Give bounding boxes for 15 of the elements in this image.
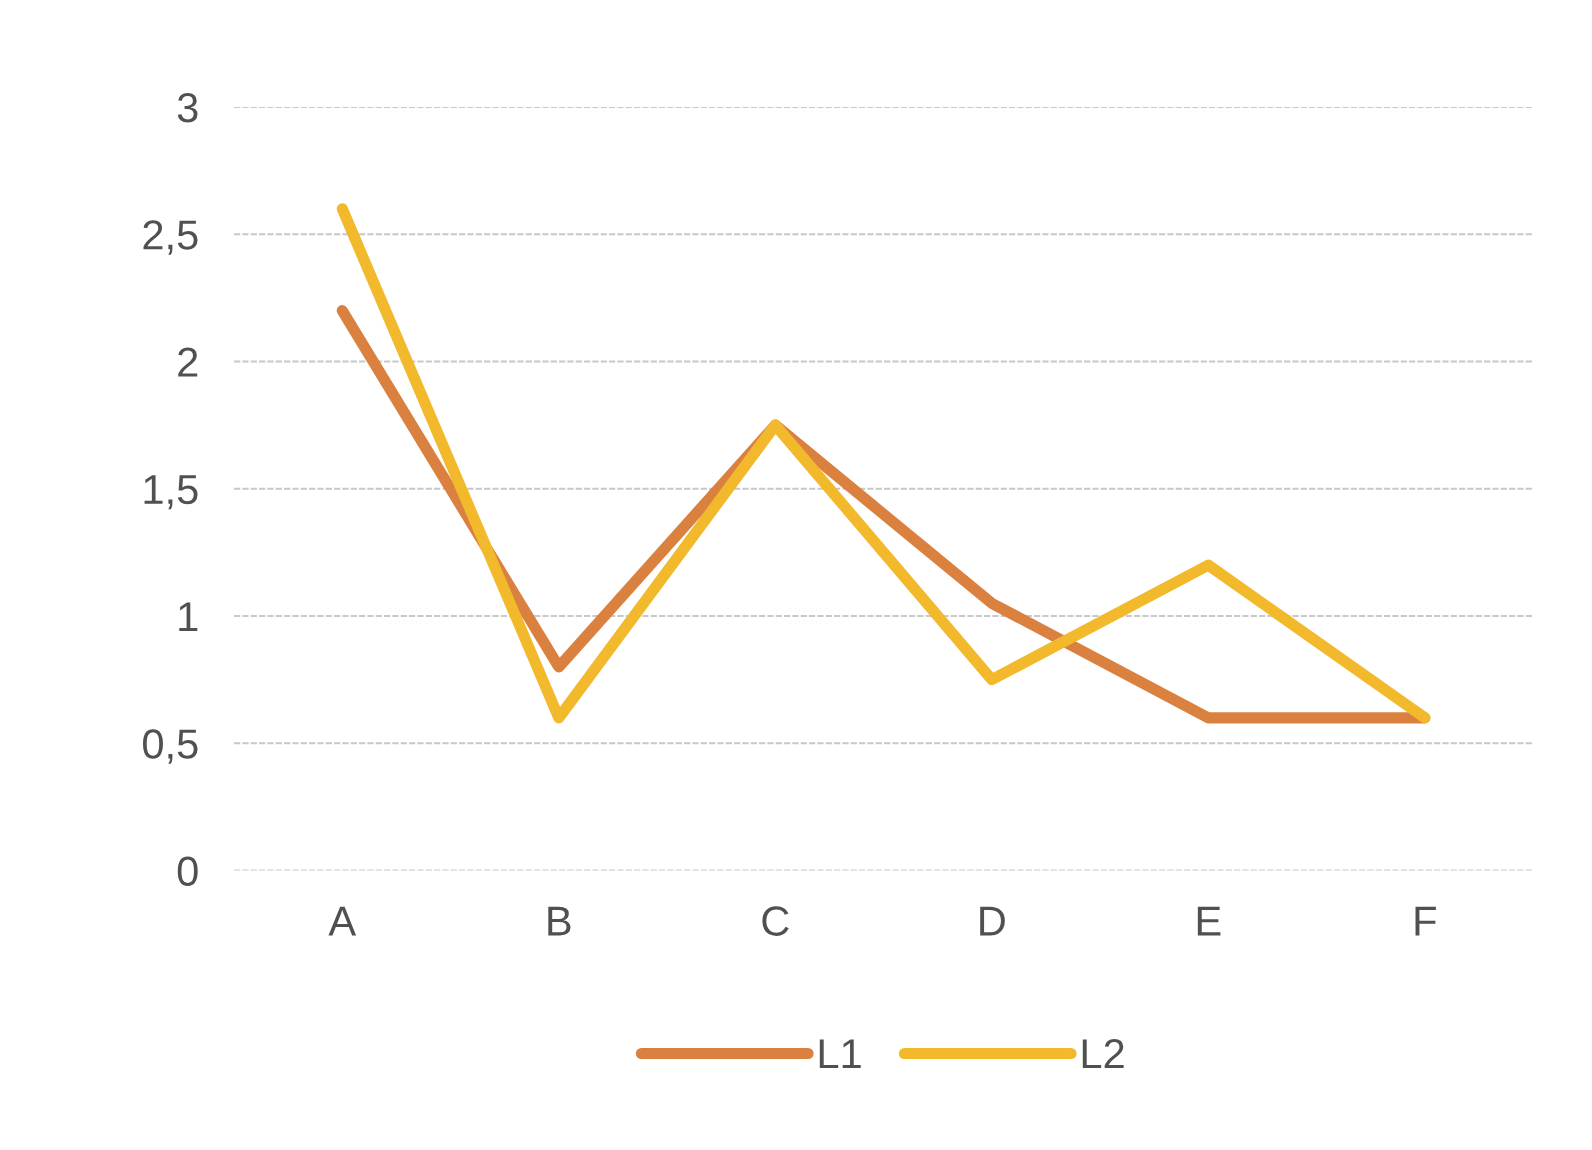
y-tick-label: 1,5 xyxy=(144,475,198,510)
legend-label: L2 xyxy=(1082,1038,1124,1069)
y-tick-label: 2 xyxy=(178,347,198,377)
x-tick-label: E xyxy=(1197,906,1221,936)
x-tick-label: B xyxy=(548,906,571,936)
legend-label: L1 xyxy=(819,1039,861,1069)
y-tick-label: 3 xyxy=(177,92,198,123)
y-tick-label: 0 xyxy=(177,856,198,887)
x-tick-label: C xyxy=(762,906,789,936)
x-tick-label: A xyxy=(328,906,357,936)
x-tick-label: D xyxy=(980,906,1005,936)
x-tick-label: F xyxy=(1415,906,1436,936)
y-tick-label: 0,5 xyxy=(143,729,198,764)
y-tick-label: 2,5 xyxy=(143,220,198,255)
y-tick-label: 1 xyxy=(179,602,198,632)
